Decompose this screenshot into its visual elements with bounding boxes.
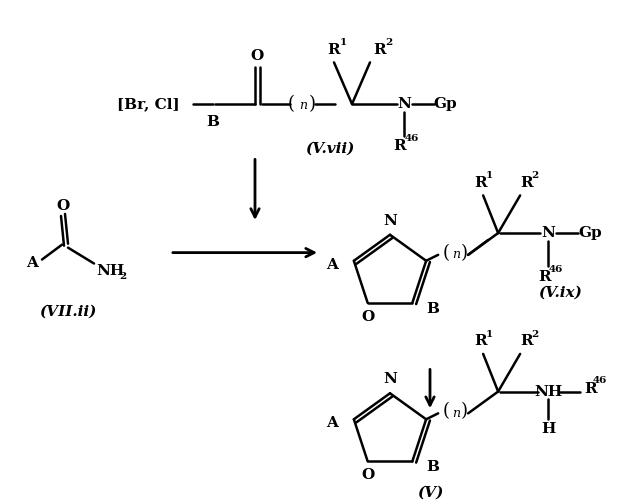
Text: NH: NH xyxy=(534,384,563,398)
Text: N: N xyxy=(541,226,555,240)
Text: B: B xyxy=(426,302,439,316)
Text: R: R xyxy=(374,42,386,56)
Text: (: ( xyxy=(287,95,295,113)
Text: R: R xyxy=(394,138,406,152)
Text: 2: 2 xyxy=(120,272,126,281)
Text: ): ) xyxy=(460,244,468,262)
Text: NH: NH xyxy=(96,264,124,278)
Text: R: R xyxy=(328,42,340,56)
Text: n: n xyxy=(299,100,307,112)
Text: B: B xyxy=(426,460,439,474)
Text: N: N xyxy=(383,214,397,228)
Text: (V): (V) xyxy=(417,486,443,500)
Text: A: A xyxy=(326,416,338,430)
Text: N: N xyxy=(383,372,397,386)
Text: N: N xyxy=(397,97,411,111)
Text: 1: 1 xyxy=(485,171,493,180)
Text: R: R xyxy=(474,334,487,348)
Text: (: ( xyxy=(442,244,450,262)
Text: R: R xyxy=(538,270,551,283)
Text: Gp: Gp xyxy=(433,97,457,111)
Text: A: A xyxy=(326,258,338,272)
Text: R: R xyxy=(474,176,487,190)
Text: R: R xyxy=(520,176,533,190)
Text: 46: 46 xyxy=(405,134,419,143)
Text: 1: 1 xyxy=(485,330,493,338)
Text: ): ) xyxy=(308,95,315,113)
Text: O: O xyxy=(56,199,70,213)
Text: O: O xyxy=(361,310,374,324)
Text: A: A xyxy=(26,256,38,270)
Text: R: R xyxy=(584,382,596,396)
Text: 2: 2 xyxy=(386,38,392,47)
Text: 46: 46 xyxy=(549,265,563,274)
Text: B: B xyxy=(206,115,219,129)
Text: (: ( xyxy=(442,402,450,420)
Text: (VII.ii): (VII.ii) xyxy=(39,305,97,319)
Text: 46: 46 xyxy=(593,376,607,385)
Text: Gp: Gp xyxy=(578,226,602,240)
Text: [Br, Cl]: [Br, Cl] xyxy=(117,97,179,111)
Text: 2: 2 xyxy=(531,171,539,180)
Text: 2: 2 xyxy=(531,330,539,338)
Text: R: R xyxy=(520,334,533,348)
Text: n: n xyxy=(452,248,460,262)
Text: (V.ix): (V.ix) xyxy=(538,285,582,299)
Text: O: O xyxy=(250,50,264,64)
Text: n: n xyxy=(452,407,460,420)
Text: O: O xyxy=(361,468,374,482)
Text: (V.vii): (V.vii) xyxy=(305,142,354,156)
Text: 1: 1 xyxy=(340,38,346,47)
Text: H: H xyxy=(541,422,555,436)
Text: ): ) xyxy=(460,402,468,420)
